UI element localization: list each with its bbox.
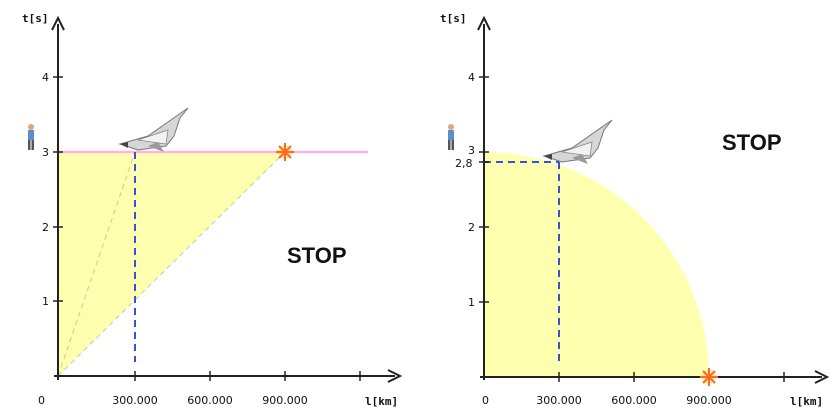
right-origin-label: 0 (482, 394, 489, 407)
right-shaded-region (484, 152, 709, 377)
right-y-tick-1: 1 (468, 296, 475, 309)
right-panel: 1 2 3 4 2,8 0 300.000 600.000 900.000 t[… (440, 12, 830, 408)
left-x-tick-300000: 300.000 (112, 394, 158, 407)
left-shaded-region (58, 152, 285, 376)
burst-icon (276, 143, 294, 161)
person-icon (28, 124, 34, 150)
shuttle-icon (118, 107, 189, 152)
left-x-axis-label: l[km] (365, 395, 398, 408)
right-y-tick-4: 4 (468, 71, 475, 84)
left-light-dash-2 (57, 151, 286, 377)
right-x-tick-300000: 300.000 (536, 394, 582, 407)
right-y-axis-label: t[s] (440, 12, 467, 25)
left-y-tick-2: 2 (42, 221, 49, 234)
left-x-arrow (387, 369, 403, 383)
left-origin-label: 0 (38, 394, 45, 407)
left-panel: 1 2 3 4 0 300.000 600.000 900.000 t[s] l… (22, 12, 403, 408)
right-y-arrow (477, 15, 491, 31)
left-y-tick-1: 1 (42, 295, 49, 308)
right-y-tick-2: 2 (468, 221, 475, 234)
left-y-tick-3: 3 (42, 146, 49, 159)
right-y-tick-3: 3 (468, 144, 475, 157)
left-y-arrow (51, 15, 65, 31)
right-stop-label: STOP (722, 130, 782, 155)
left-x-tick-600000: 600.000 (187, 394, 233, 407)
shuttle-icon (542, 119, 613, 164)
left-y-tick-4: 4 (42, 71, 49, 84)
burst-icon (700, 368, 718, 386)
right-x-tick-600000: 600.000 (611, 394, 657, 407)
person-icon (448, 124, 454, 150)
left-light-dash-1 (57, 151, 136, 377)
left-x-tick-900000: 900.000 (262, 394, 308, 407)
left-y-axis-label: t[s] (22, 12, 49, 25)
right-x-arrow (814, 370, 830, 384)
right-x-tick-900000: 900.000 (686, 394, 732, 407)
right-y-tick-2-8: 2,8 (455, 157, 473, 170)
left-stop-label: STOP (287, 243, 347, 268)
right-x-axis-label: l[km] (790, 395, 823, 408)
